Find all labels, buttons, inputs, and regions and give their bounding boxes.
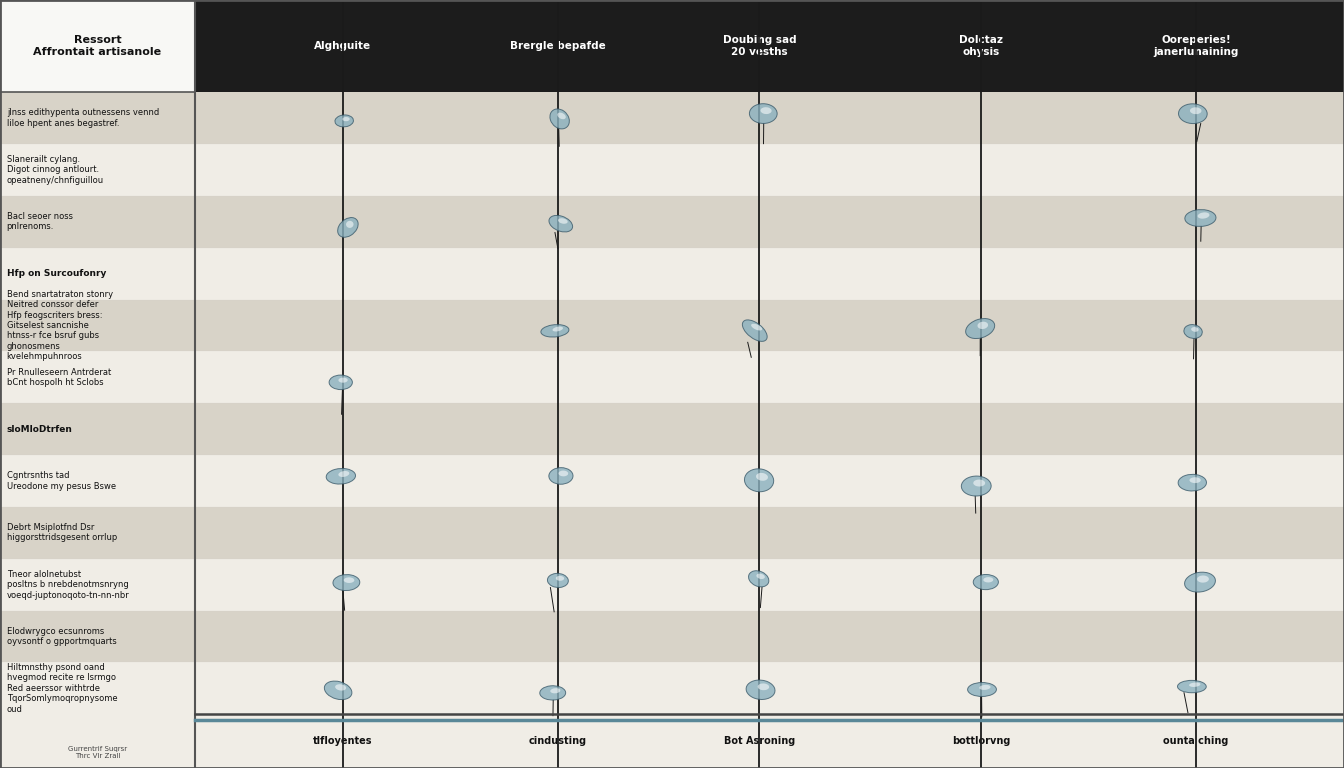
Ellipse shape — [558, 218, 567, 223]
Ellipse shape — [984, 577, 993, 582]
Ellipse shape — [977, 322, 988, 329]
Text: sloMloDtrfen: sloMloDtrfen — [7, 425, 73, 434]
FancyBboxPatch shape — [0, 559, 1344, 611]
Text: Debrt Msiplotfnd Dsr
higgorsttridsgesent orrlup: Debrt Msiplotfnd Dsr higgorsttridsgesent… — [7, 523, 117, 542]
FancyBboxPatch shape — [0, 196, 1344, 248]
FancyBboxPatch shape — [0, 403, 1344, 455]
FancyBboxPatch shape — [0, 507, 1344, 559]
Ellipse shape — [742, 320, 767, 341]
Text: Hiltmnsthy psond oand
hvegmod recite re lsrmgo
Red aeerssor withtrde
TqorSomlymo: Hiltmnsthy psond oand hvegmod recite re … — [7, 663, 117, 713]
Ellipse shape — [548, 468, 573, 485]
Ellipse shape — [333, 574, 360, 591]
Ellipse shape — [758, 684, 769, 690]
Ellipse shape — [329, 375, 352, 389]
Ellipse shape — [1198, 213, 1210, 219]
Ellipse shape — [968, 683, 996, 697]
Ellipse shape — [750, 104, 777, 124]
Ellipse shape — [1184, 572, 1215, 592]
Text: Bacl seoer noss
pnlrenoms.: Bacl seoer noss pnlrenoms. — [7, 212, 73, 231]
Text: Hfp on Surcoufonry: Hfp on Surcoufonry — [7, 269, 106, 278]
Ellipse shape — [344, 578, 355, 583]
Ellipse shape — [973, 479, 985, 486]
Ellipse shape — [324, 681, 352, 700]
Text: jlnss edithypenta outnessens vennd
liloe hpent anes begastref.: jlnss edithypenta outnessens vennd liloe… — [7, 108, 159, 127]
Ellipse shape — [757, 574, 765, 579]
Ellipse shape — [1189, 477, 1200, 483]
FancyBboxPatch shape — [195, 0, 1344, 92]
Text: Bot Asroning: Bot Asroning — [723, 736, 796, 746]
Ellipse shape — [540, 325, 569, 337]
FancyBboxPatch shape — [0, 247, 1344, 300]
Ellipse shape — [746, 680, 775, 700]
Ellipse shape — [327, 468, 356, 484]
Text: Alghguite: Alghguite — [314, 41, 371, 51]
Text: Bend snartatraton stonry
Neitred conssor defer
Hfp feogscriters bress:
Gitselest: Bend snartatraton stonry Neitred conssor… — [7, 290, 113, 361]
FancyBboxPatch shape — [0, 0, 195, 92]
Ellipse shape — [540, 686, 566, 700]
Ellipse shape — [548, 215, 573, 232]
FancyBboxPatch shape — [0, 144, 1344, 196]
Text: Brergle bepafde: Brergle bepafde — [509, 41, 606, 51]
Ellipse shape — [1179, 104, 1207, 124]
FancyBboxPatch shape — [0, 662, 1344, 714]
Ellipse shape — [751, 324, 762, 330]
Ellipse shape — [966, 319, 995, 339]
Ellipse shape — [339, 471, 349, 477]
Ellipse shape — [1191, 327, 1199, 332]
Ellipse shape — [749, 571, 769, 587]
Text: Elodwrygco ecsunroms
oyvsontf o gpportmquarts: Elodwrygco ecsunroms oyvsontf o gpportmq… — [7, 627, 117, 646]
Ellipse shape — [339, 378, 348, 382]
Text: Dolctaz
ohysis: Dolctaz ohysis — [960, 35, 1003, 57]
Text: Cgntrsnths tad
Ureodone my pesus Bswe: Cgntrsnths tad Ureodone my pesus Bswe — [7, 472, 116, 491]
Text: Ressort
Affrontait artisanole: Ressort Affrontait artisanole — [34, 35, 161, 57]
Text: Slanerailt cylang.
Digot cinnog antlourt.
opeatneny/chnfiguillou: Slanerailt cylang. Digot cinnog antlourt… — [7, 155, 103, 185]
Ellipse shape — [556, 576, 564, 581]
Ellipse shape — [559, 471, 569, 476]
Ellipse shape — [745, 468, 774, 492]
Ellipse shape — [1184, 325, 1203, 339]
Ellipse shape — [1189, 108, 1202, 114]
Text: cindusting: cindusting — [528, 736, 587, 746]
Ellipse shape — [1177, 680, 1207, 693]
Ellipse shape — [1179, 475, 1207, 491]
Text: Ooreperies!
janerlunaining: Ooreperies! janerlunaining — [1153, 35, 1239, 57]
Ellipse shape — [980, 685, 991, 690]
FancyBboxPatch shape — [0, 300, 1344, 352]
FancyBboxPatch shape — [0, 352, 1344, 403]
Ellipse shape — [345, 221, 353, 228]
Ellipse shape — [337, 217, 358, 237]
Text: ounta ching: ounta ching — [1164, 736, 1228, 746]
Text: Gurrentrif Suqrsr
Thrc VIr Zrall: Gurrentrif Suqrsr Thrc VIr Zrall — [69, 746, 126, 759]
Text: Pr Rnulleseern Antrderat
bCnt hospolh ht Sclobs: Pr Rnulleseern Antrderat bCnt hospolh ht… — [7, 368, 112, 387]
Ellipse shape — [973, 574, 999, 590]
Text: bottlorvng: bottlorvng — [952, 736, 1011, 746]
Ellipse shape — [1185, 210, 1216, 227]
Ellipse shape — [961, 476, 991, 496]
FancyBboxPatch shape — [0, 92, 1344, 144]
Ellipse shape — [550, 109, 570, 129]
Ellipse shape — [757, 473, 767, 481]
Ellipse shape — [335, 115, 353, 127]
Ellipse shape — [761, 108, 771, 114]
FancyBboxPatch shape — [0, 455, 1344, 507]
Ellipse shape — [558, 113, 566, 119]
Text: tlfloyentes: tlfloyentes — [313, 736, 372, 746]
FancyBboxPatch shape — [0, 611, 1344, 662]
Ellipse shape — [550, 688, 560, 694]
Text: Tneor alolnetubst
posltns b nrebdenotmsnryng
voeqd-juptonoqoto-tn-nn-nbr: Tneor alolnetubst posltns b nrebdenotmsn… — [7, 570, 129, 600]
Ellipse shape — [552, 326, 563, 332]
Ellipse shape — [343, 117, 349, 121]
Text: Doubing sad
20 vesths: Doubing sad 20 vesths — [723, 35, 796, 57]
Ellipse shape — [335, 684, 347, 690]
Ellipse shape — [1198, 575, 1208, 583]
Ellipse shape — [547, 574, 569, 588]
Ellipse shape — [1189, 683, 1200, 687]
